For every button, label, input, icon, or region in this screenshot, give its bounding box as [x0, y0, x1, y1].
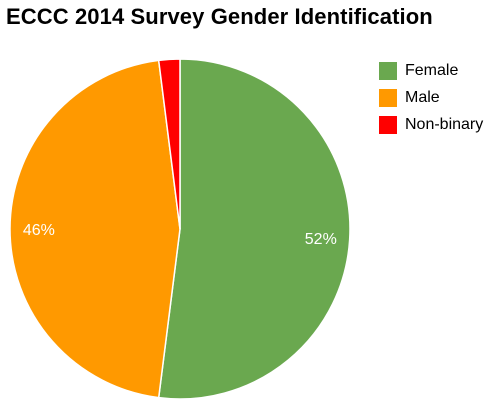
pie-slice-female[interactable] — [157, 58, 351, 400]
legend-item-female[interactable]: Female — [379, 57, 483, 84]
slice-label-male: 46% — [23, 222, 55, 239]
legend-label-female: Female — [405, 61, 459, 79]
pie-slices — [9, 58, 351, 400]
legend-swatch-male — [379, 88, 397, 107]
legend-item-male[interactable]: Male — [379, 84, 483, 111]
pie-slice-labels: 52% 46% — [23, 222, 337, 248]
legend-label-non-binary: Non-binary — [405, 115, 484, 133]
legend-swatch-female — [379, 61, 397, 80]
legend-swatch-non-binary — [379, 115, 397, 134]
pie-slice-male[interactable] — [9, 59, 181, 399]
legend-item-non-binary[interactable]: Non-binary — [379, 111, 483, 138]
legend: Female Male Non-binary — [379, 57, 483, 138]
slice-label-female: 52% — [305, 231, 337, 248]
chart-title: ECCC 2014 Survey Gender Identification — [6, 4, 433, 29]
legend-label-male: Male — [405, 88, 440, 106]
pie-slice-non-binary[interactable] — [157, 58, 181, 230]
